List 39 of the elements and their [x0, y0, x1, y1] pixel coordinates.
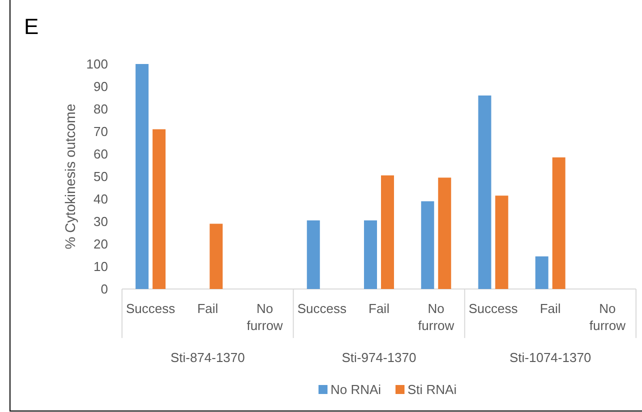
y-tick-label: 20 [94, 236, 108, 252]
bar [478, 96, 492, 289]
y-tick-label: 60 [94, 146, 108, 162]
bar [438, 178, 452, 289]
x-tick-label: No furrow [418, 301, 455, 333]
y-tick-label: 70 [94, 124, 108, 140]
x-tick-label: No furrow [246, 301, 284, 333]
y-tick-label: 100 [86, 56, 108, 72]
y-tick-label: 40 [94, 192, 108, 207]
y-axis-title: % Cytokinesis outcome [62, 104, 78, 250]
bar [210, 224, 223, 289]
y-tick-label: 0 [100, 282, 108, 297]
x-tick-label: Success [126, 301, 176, 316]
x-tick-label: Fail [540, 301, 561, 316]
bar [421, 201, 434, 289]
bar [152, 129, 166, 289]
text: E [24, 14, 39, 39]
y-tick-label: 30 [94, 214, 108, 230]
bar [136, 64, 149, 289]
y-tick-label: 50 [94, 169, 108, 184]
bar [381, 175, 394, 289]
legend-label: Sti RNAi [408, 382, 457, 397]
bar [552, 157, 566, 289]
x-tick-label: No furrow [589, 301, 626, 333]
x-tick-label: Success [297, 301, 347, 316]
y-tick-label: 90 [94, 79, 108, 94]
bar [495, 196, 508, 289]
y-tick-label: 10 [94, 259, 108, 274]
y-tick-label: 80 [94, 102, 108, 117]
text: Sti-874-1370 [170, 350, 245, 365]
legend-label: No RNAi [330, 382, 382, 397]
x-tick-label: Success [468, 301, 518, 316]
bar [364, 220, 377, 289]
x-tick-label: Fail [197, 301, 218, 316]
x-tick-label: Fail [368, 301, 390, 316]
bar [535, 256, 548, 289]
text: Sti-974-1370 [342, 350, 416, 365]
bar [306, 220, 320, 289]
text: Sti-1074-1370 [509, 350, 592, 365]
